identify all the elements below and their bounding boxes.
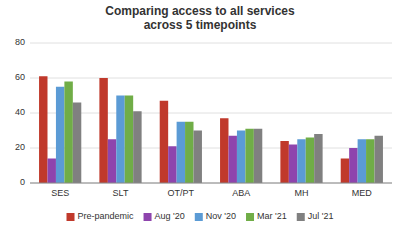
grid-line [30, 78, 392, 79]
grid-line [30, 183, 392, 184]
legend-item: Nov '20 [195, 211, 236, 221]
legend-label: Nov '20 [206, 211, 236, 221]
bar [194, 131, 202, 184]
bar [254, 129, 262, 183]
bar [314, 134, 322, 183]
bar-series [73, 103, 383, 184]
bar [64, 82, 72, 184]
y-tick-label: 60 [15, 72, 25, 82]
bar [160, 101, 168, 183]
bar [133, 111, 141, 183]
legend-swatch [144, 213, 152, 221]
legend-swatch [246, 213, 254, 221]
legend-item: Pre-pandemic [67, 211, 135, 221]
bar [366, 139, 374, 183]
y-tick-label: 40 [15, 107, 25, 117]
bar-series [56, 87, 366, 183]
bar [108, 139, 116, 183]
bar [99, 78, 107, 183]
x-tick-label: SLT [113, 188, 129, 198]
bar [220, 118, 228, 183]
x-tick-label: OT/PT [168, 188, 195, 198]
bar [289, 145, 297, 184]
legend-item: Jul '21 [297, 211, 334, 221]
bars [39, 76, 383, 183]
chart-container: Comparing access to all servicesacross 5… [0, 0, 400, 231]
title-line: Comparing access to all services [105, 4, 295, 18]
chart-svg: Comparing access to all servicesacross 5… [0, 0, 400, 231]
bar [349, 148, 357, 183]
legend-swatch [67, 213, 75, 221]
x-tick-label: MH [295, 188, 309, 198]
bar [56, 87, 64, 183]
legend-label: Mar '21 [257, 211, 287, 221]
bar [297, 139, 305, 183]
legend-label: Pre-pandemic [78, 211, 135, 221]
grid-line [30, 113, 392, 114]
bar [177, 122, 185, 183]
bar [39, 76, 47, 183]
bar [306, 138, 314, 184]
bar [280, 141, 288, 183]
legend-label: Jul '21 [308, 211, 334, 221]
legend-label: Aug '20 [155, 211, 185, 221]
legend-item: Mar '21 [246, 211, 287, 221]
x-tick-label: SES [51, 188, 69, 198]
bar [358, 139, 366, 183]
bar-series [64, 82, 374, 184]
bar-series [39, 76, 349, 183]
bar [47, 159, 55, 184]
x-axis-line [30, 183, 392, 184]
bar [245, 129, 253, 183]
bar-series [47, 136, 357, 183]
chart-title: Comparing access to all servicesacross 5… [105, 4, 295, 32]
x-tick-label: ABA [232, 188, 250, 198]
y-grid [30, 43, 392, 183]
bar [168, 146, 176, 183]
legend-swatch [195, 213, 203, 221]
bar [375, 136, 383, 183]
grid-line [30, 43, 392, 44]
grid-line [30, 148, 392, 149]
bar [73, 103, 81, 184]
y-tick-label: 0 [20, 177, 25, 187]
legend-swatch [297, 213, 305, 221]
legend-item: Aug '20 [144, 211, 185, 221]
bar [341, 159, 349, 184]
y-tick-label: 80 [15, 37, 25, 47]
bar [185, 122, 193, 183]
y-tick-label: 20 [15, 142, 25, 152]
x-tick-label: MED [352, 188, 373, 198]
title-line: across 5 timepoints [144, 18, 257, 32]
bar [125, 96, 133, 184]
bar [116, 96, 124, 184]
bar [228, 136, 236, 183]
bar [237, 131, 245, 184]
legend: Pre-pandemic Aug '20 Nov '20 Mar '21 Jul '21 [67, 211, 334, 221]
